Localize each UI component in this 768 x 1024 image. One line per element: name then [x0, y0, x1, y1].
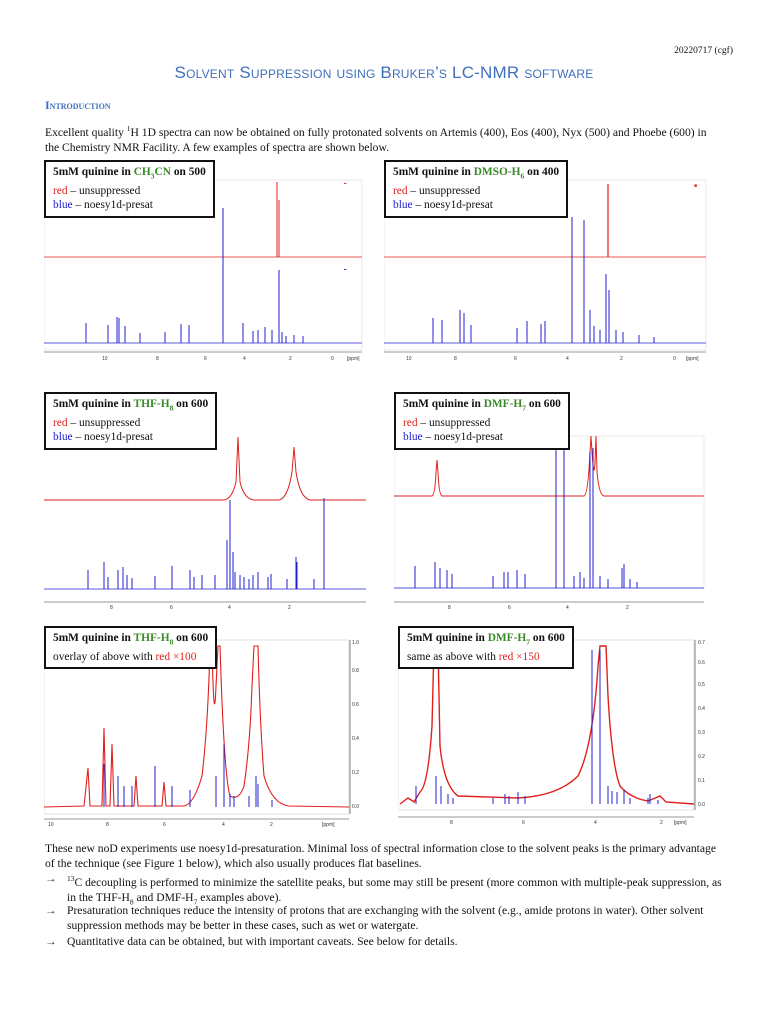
svg-text:0.4: 0.4 [352, 736, 359, 742]
svg-text:6: 6 [508, 605, 511, 611]
arrow-icon: → [45, 872, 57, 885]
svg-text:6: 6 [163, 822, 166, 828]
svg-text:■: ■ [694, 184, 697, 189]
svg-text:8: 8 [110, 605, 113, 611]
svg-text:10: 10 [48, 822, 54, 828]
svg-text:0.8: 0.8 [352, 668, 359, 674]
spectrum-panel-dmso: 5mM quinine in DMSO-H6 on 400 red – unsu… [384, 160, 714, 370]
svg-text:8: 8 [448, 605, 451, 611]
page-title: Solvent Suppression using Bruker’s LC-NM… [174, 63, 594, 82]
svg-text:4: 4 [566, 605, 569, 611]
arrow-icon: → [45, 935, 57, 948]
svg-text:0.4: 0.4 [698, 706, 705, 712]
svg-text:0.0: 0.0 [698, 802, 705, 808]
bullet-item: → Presaturation techniques reduce the in… [45, 904, 704, 932]
svg-text:8: 8 [106, 822, 109, 828]
spectrum-plot: 8 6 4 2 [ppm] 0.0 0.1 0.2 0.3 0.4 0.5 0.… [398, 639, 705, 826]
intro-paragraph: Excellent quality 1H 1D spectra can now … [45, 124, 707, 154]
svg-text:0.3: 0.3 [698, 730, 705, 736]
svg-text:0: 0 [331, 356, 334, 362]
svg-text:[ppm]: [ppm] [674, 820, 687, 826]
svg-text:8: 8 [156, 356, 159, 362]
svg-text:0.2: 0.2 [352, 770, 359, 776]
svg-text:0.0: 0.0 [352, 804, 359, 810]
svg-text:10: 10 [102, 356, 108, 362]
bullet-item: → Quantitative data can be obtained, but… [45, 935, 458, 948]
bullet-item: → 13C decoupling is performed to minimiz… [45, 872, 722, 906]
spectrum-panel-ch3cn: 5mM quinine in CH3CN on 500 red – unsupp… [44, 160, 366, 370]
spectrum-panel-thf-overlay: 5mM quinine in THF-H8 on 600 overlay of … [44, 626, 366, 831]
svg-text:0.7: 0.7 [698, 640, 705, 646]
spectrum-label: 5mM quinine in DMF-H7 on 600 red – unsup… [394, 392, 570, 450]
svg-text:2: 2 [289, 356, 292, 362]
body-paragraph: These new noD experiments use noesy1d-pr… [45, 842, 716, 870]
section-heading: Introduction [45, 98, 111, 112]
svg-text:1.0: 1.0 [352, 640, 359, 646]
svg-text:4: 4 [566, 356, 569, 362]
svg-text:[ppm]: [ppm] [686, 356, 699, 362]
spectrum-plot: 8 6 4 2 [44, 436, 366, 611]
svg-text:6: 6 [170, 605, 173, 611]
svg-text:0.2: 0.2 [698, 754, 705, 760]
svg-text:2: 2 [660, 820, 663, 826]
svg-text:8: 8 [450, 820, 453, 826]
svg-text:10: 10 [406, 356, 412, 362]
spectrum-panel-dmf-overlay: 5mM quinine in DMF-H7 on 600 same as abo… [398, 626, 714, 831]
svg-text:8: 8 [454, 356, 457, 362]
spectrum-label: 5mM quinine in DMF-H7 on 600 same as abo… [398, 626, 574, 670]
spectrum-panel-thf: 5mM quinine in THF-H8 on 600 red – unsup… [44, 392, 366, 612]
svg-text:2: 2 [620, 356, 623, 362]
document-date: 20220717 (cgf) [674, 46, 733, 56]
svg-text:6: 6 [522, 820, 525, 826]
spectrum-label: 5mM quinine in THF-H8 on 600 red – unsup… [44, 392, 218, 450]
svg-text:6: 6 [514, 356, 517, 362]
svg-text:2: 2 [626, 605, 629, 611]
svg-text:4: 4 [228, 605, 231, 611]
svg-text:▬: ▬ [344, 182, 347, 186]
spectrum-label: 5mM quinine in THF-H8 on 600 overlay of … [44, 626, 218, 670]
arrow-icon: → [45, 904, 57, 917]
svg-text:▬: ▬ [344, 268, 347, 272]
svg-text:4: 4 [594, 820, 597, 826]
svg-text:[ppm]: [ppm] [322, 822, 335, 828]
svg-text:2: 2 [288, 605, 291, 611]
svg-text:6: 6 [204, 356, 207, 362]
spectrum-label: 5mM quinine in CH3CN on 500 red – unsupp… [44, 160, 215, 218]
svg-text:0.1: 0.1 [698, 778, 705, 784]
svg-text:0.6: 0.6 [352, 702, 359, 708]
spectrum-panel-dmf: 5mM quinine in DMF-H7 on 600 red – unsup… [394, 392, 714, 612]
svg-text:2: 2 [270, 822, 273, 828]
svg-text:4: 4 [243, 356, 246, 362]
svg-text:0: 0 [673, 356, 676, 362]
svg-text:4: 4 [222, 822, 225, 828]
svg-text:0.6: 0.6 [698, 660, 705, 666]
spectrum-label: 5mM quinine in DMSO-H6 on 400 red – unsu… [384, 160, 569, 218]
spectrum-plot: ▬ ▬ 10 8 6 4 2 0 [ppm] [44, 179, 363, 362]
svg-text:0.5: 0.5 [698, 682, 705, 688]
svg-text:[ppm]: [ppm] [347, 356, 360, 362]
